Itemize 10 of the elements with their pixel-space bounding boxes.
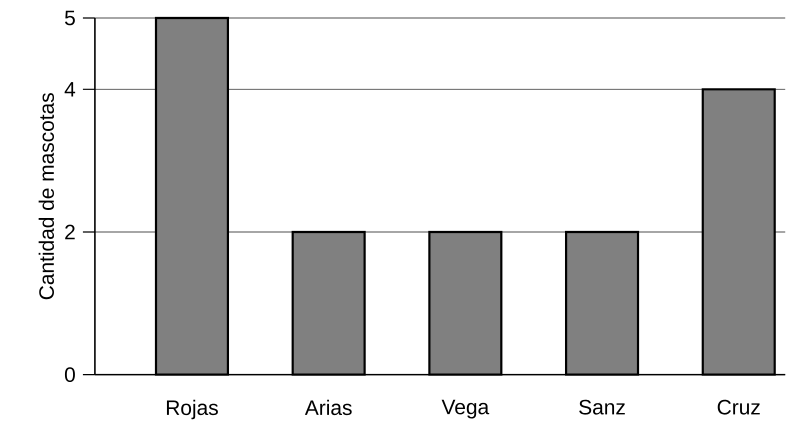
y-tick-label: 2: [65, 224, 75, 240]
x-tick-label: Cruz: [718, 400, 760, 414]
y-tick-label: 4: [64, 82, 76, 96]
x-tick-label: Rojas: [166, 400, 218, 420]
x-tick-label: Sanz: [579, 400, 625, 414]
y-tick-label: 5: [64, 10, 75, 26]
x-tick-label: Arias: [304, 400, 352, 416]
x-tick-label: Vega: [442, 400, 490, 418]
y-axis-title: Cantidad de mascotas: [38, 93, 54, 300]
y-tick-label: 0: [64, 367, 75, 382]
